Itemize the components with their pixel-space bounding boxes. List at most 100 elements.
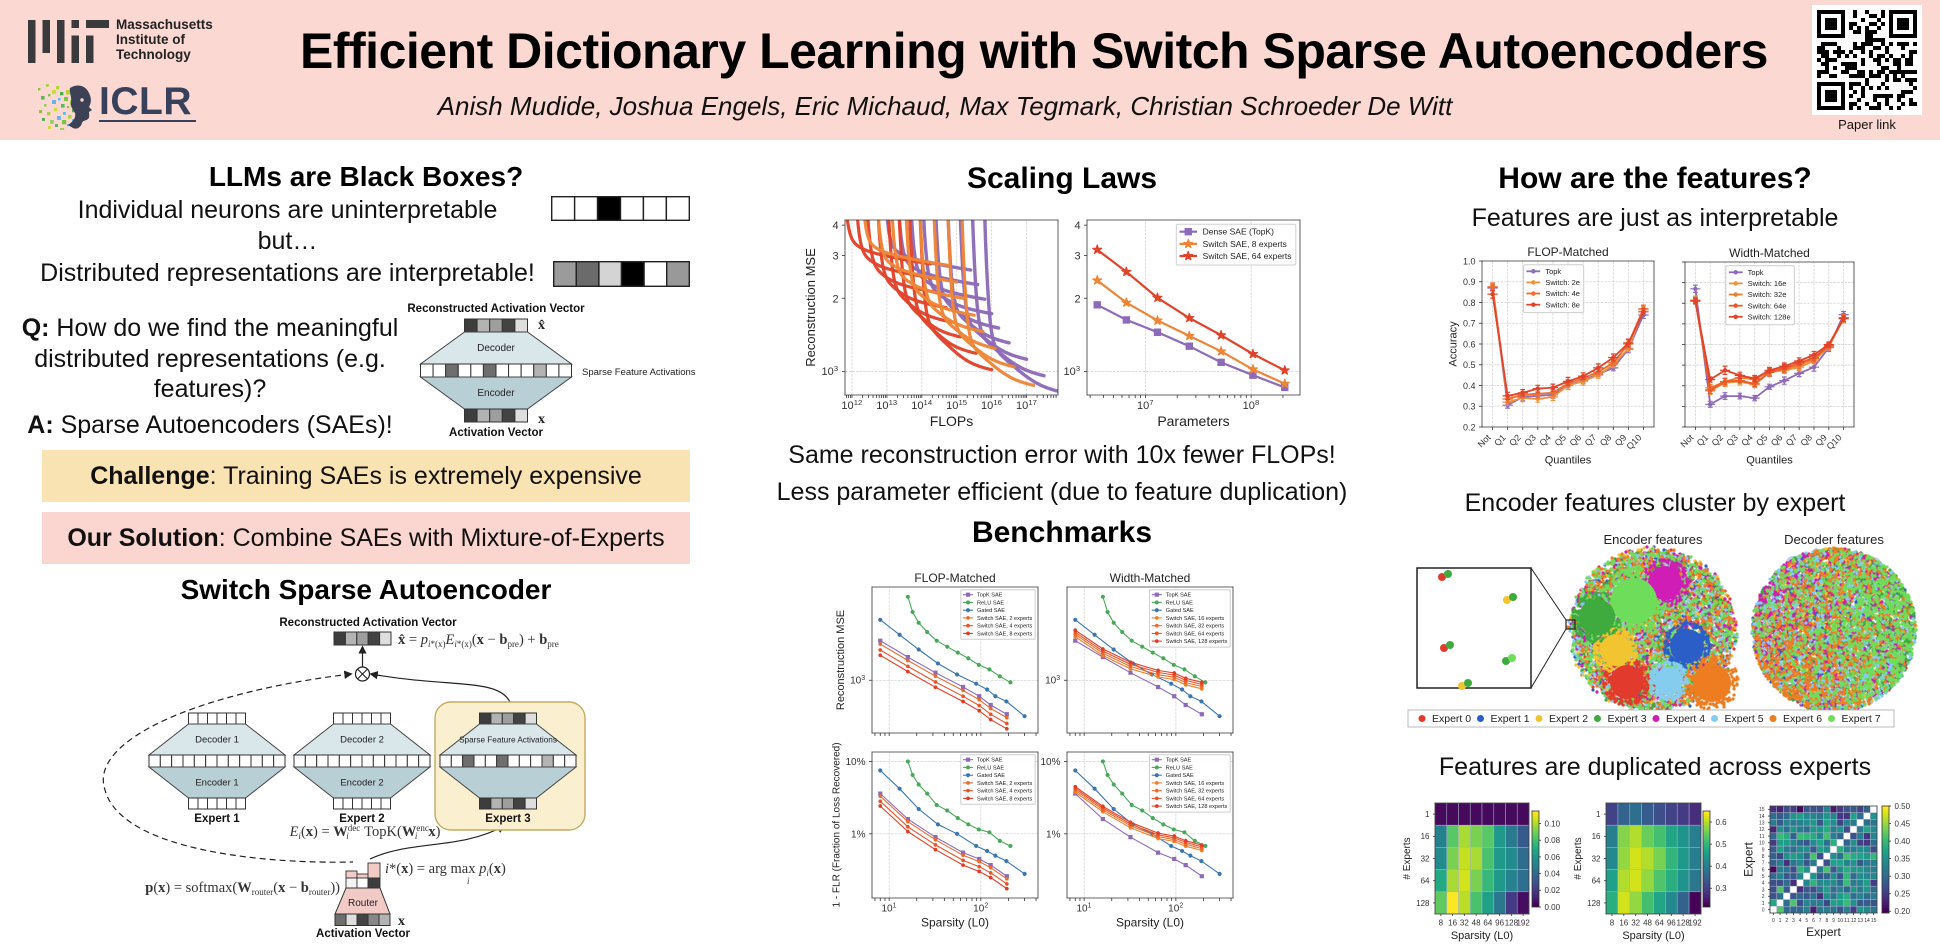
svg-text:Q6: Q6: [1769, 432, 1785, 448]
svg-text:Q8: Q8: [1799, 432, 1815, 448]
svg-text:0.08: 0.08: [1545, 836, 1561, 845]
svg-text:Sparse Feature Activations: Sparse Feature Activations: [582, 367, 696, 378]
svg-text:i: i: [467, 876, 470, 886]
svg-text:Parameters: Parameters: [1157, 413, 1229, 429]
svg-text:13: 13: [1858, 918, 1864, 924]
svg-text:64: 64: [1655, 918, 1664, 927]
svg-text:13: 13: [1759, 821, 1765, 827]
svg-text:Switch: 64e: Switch: 64e: [1748, 301, 1787, 310]
svg-text:102: 102: [1168, 903, 1183, 915]
svg-text:TopK SAE: TopK SAE: [1166, 593, 1192, 599]
svg-text:0.02: 0.02: [1545, 886, 1561, 895]
svg-text:Accuracy: Accuracy: [1448, 321, 1460, 367]
svg-text:1014: 1014: [911, 398, 933, 412]
svg-text:64: 64: [1592, 877, 1601, 886]
svg-text:0.2: 0.2: [1463, 422, 1476, 432]
svg-text:Switch SAE, 32 experts: Switch SAE, 32 experts: [1166, 624, 1225, 630]
svg-text:12: 12: [1851, 918, 1857, 924]
svg-text:8: 8: [1825, 918, 1828, 924]
svg-text:Gated SAE: Gated SAE: [977, 608, 1005, 614]
svg-text:16: 16: [1619, 918, 1628, 927]
svg-text:Q7: Q7: [1583, 432, 1599, 448]
svg-text:4: 4: [832, 220, 838, 232]
svg-text:11: 11: [1844, 918, 1849, 924]
svg-text:Expert 2: Expert 2: [339, 813, 384, 825]
svg-text:9: 9: [1762, 847, 1765, 853]
svg-text:Switch SAE, 4 experts: Switch SAE, 4 experts: [977, 624, 1033, 630]
svg-text:101: 101: [881, 903, 896, 915]
svg-text:Switch SAE, 8 experts: Switch SAE, 8 experts: [977, 631, 1033, 637]
svg-text:Expert 1: Expert 1: [194, 813, 240, 825]
svg-text:Q3: Q3: [1724, 432, 1740, 448]
svg-text:0.40: 0.40: [1895, 837, 1911, 846]
svg-text:32: 32: [1421, 854, 1430, 863]
svg-text:Reconstruction MSE: Reconstruction MSE: [835, 610, 847, 710]
svg-text:Reconstruction MSE: Reconstruction MSE: [803, 248, 818, 367]
svg-text:Sparse Feature Activations: Sparse Feature Activations: [459, 736, 557, 745]
svg-text:32: 32: [1460, 918, 1469, 927]
svg-text:Q5: Q5: [1754, 432, 1770, 448]
svg-text:Sparsity (L0): Sparsity (L0): [921, 916, 989, 930]
svg-text:ReLU SAE: ReLU SAE: [977, 765, 1004, 771]
svg-text:103: 103: [822, 364, 839, 378]
svg-text:Expert 2: Expert 2: [1549, 713, 1588, 725]
svg-text:Expert 0: Expert 0: [1432, 713, 1471, 725]
svg-text:1017: 1017: [1016, 398, 1037, 412]
svg-text:Q1: Q1: [1492, 432, 1508, 448]
svg-text:Quantiles: Quantiles: [1545, 454, 1592, 466]
svg-text:Switch SAE, 2 experts: Switch SAE, 2 experts: [977, 616, 1033, 622]
svg-text:96: 96: [1667, 918, 1676, 927]
svg-text:10: 10: [1759, 841, 1765, 847]
svg-text:Q6: Q6: [1568, 432, 1584, 448]
svg-text:Expert: Expert: [1806, 925, 1841, 939]
svg-text:ReLU SAE: ReLU SAE: [977, 600, 1004, 606]
svg-text:16: 16: [1421, 832, 1430, 841]
svg-text:1013: 1013: [876, 398, 897, 412]
svg-text:0.30: 0.30: [1895, 872, 1911, 881]
svg-text:103: 103: [1064, 364, 1081, 378]
svg-text:Topk: Topk: [1748, 268, 1764, 277]
svg-text:2: 2: [1762, 894, 1765, 900]
svg-text:1: 1: [1596, 810, 1601, 819]
svg-text:Q4: Q4: [1537, 432, 1553, 448]
svg-text:1%: 1%: [851, 829, 866, 840]
svg-text:10%: 10%: [1040, 757, 1060, 768]
svg-text:1 - FLR (Fraction of Loss Reco: 1 - FLR (Fraction of Loss Recovered): [831, 742, 842, 907]
svg-text:1%: 1%: [1046, 829, 1061, 840]
svg-text:Not: Not: [1476, 432, 1493, 449]
svg-text:0.20: 0.20: [1895, 907, 1911, 916]
svg-text:0.7: 0.7: [1463, 319, 1476, 329]
svg-text:2: 2: [1074, 293, 1080, 305]
svg-text:1.0: 1.0: [1463, 256, 1476, 266]
svg-text:16: 16: [1448, 918, 1457, 927]
svg-text:1016: 1016: [981, 398, 1002, 412]
svg-text:Reconstructed Activation Vecto: Reconstructed Activation Vector: [279, 617, 457, 629]
svg-text:Switch SAE, 128 experts: Switch SAE, 128 experts: [1166, 639, 1228, 645]
svg-text:x: x: [538, 412, 545, 427]
svg-text:Q4: Q4: [1739, 432, 1755, 448]
svg-text:Switch SAE, 16 experts: Switch SAE, 16 experts: [1166, 616, 1225, 622]
svg-text:192: 192: [1516, 918, 1530, 927]
svg-text:5: 5: [1762, 874, 1765, 880]
svg-text:# Experts: # Experts: [1573, 837, 1584, 879]
svg-text:TopK SAE: TopK SAE: [1166, 758, 1192, 764]
svg-text:TopK SAE: TopK SAE: [977, 593, 1003, 599]
svg-text:102: 102: [973, 903, 988, 915]
svg-text:6: 6: [1762, 867, 1765, 873]
svg-text:16: 16: [1592, 832, 1601, 841]
svg-text:3: 3: [1074, 250, 1080, 262]
svg-text:192: 192: [1688, 918, 1702, 927]
svg-text:0.45: 0.45: [1895, 819, 1911, 828]
svg-text:107: 107: [1137, 398, 1154, 412]
svg-text:9: 9: [1832, 918, 1835, 924]
svg-text:1: 1: [1779, 918, 1782, 924]
svg-text:0.10: 0.10: [1545, 819, 1561, 828]
svg-text:8: 8: [1439, 918, 1444, 927]
svg-text:Switch SAE, 32 experts: Switch SAE, 32 experts: [1166, 789, 1225, 795]
svg-text:11: 11: [1759, 834, 1764, 840]
svg-text:64: 64: [1421, 877, 1430, 886]
svg-text:8: 8: [1762, 854, 1765, 860]
svg-text:Sparsity (L0): Sparsity (L0): [1622, 930, 1684, 942]
svg-text:Sparsity (L0): Sparsity (L0): [1451, 930, 1513, 942]
